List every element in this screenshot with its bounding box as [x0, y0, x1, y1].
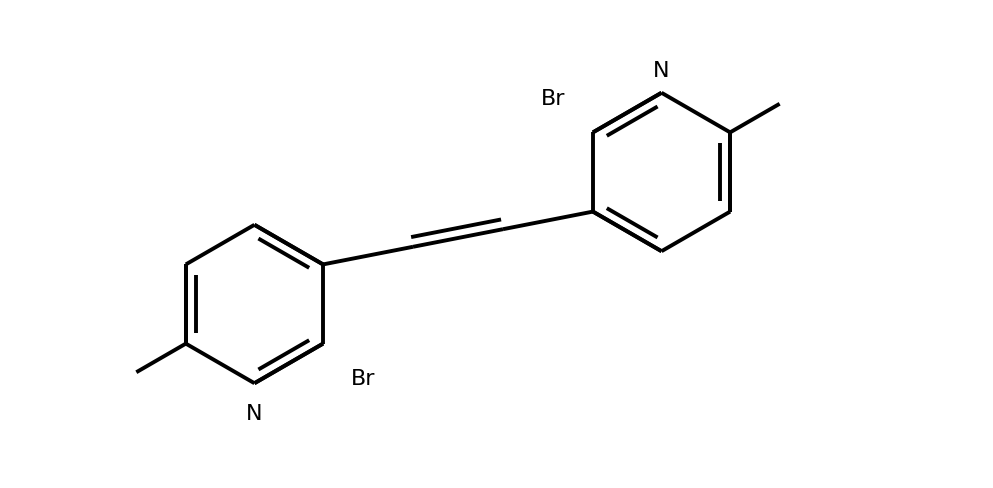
Text: Br: Br: [351, 368, 375, 388]
Text: Br: Br: [541, 89, 565, 109]
Text: N: N: [653, 61, 670, 81]
Text: N: N: [246, 403, 263, 423]
